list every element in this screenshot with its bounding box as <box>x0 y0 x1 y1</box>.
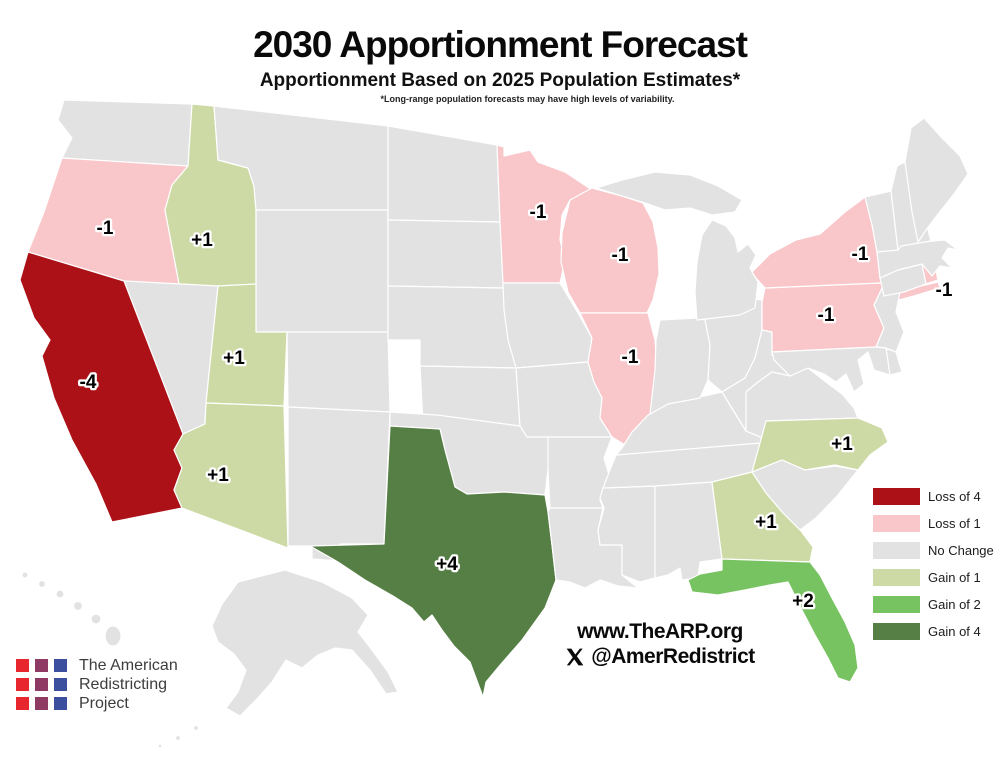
logo-text-line-2: Redistricting <box>79 676 168 693</box>
legend-swatch-loss1 <box>873 515 920 532</box>
state-change-label-id: +1 <box>191 230 213 251</box>
state-alaska <box>211 569 399 717</box>
state-arizona <box>173 402 289 549</box>
state-change-label-ga: +1 <box>755 512 777 533</box>
logo-square-r2-c3 <box>54 678 67 691</box>
page-subtitle: Apportionment Based on 2025 Population E… <box>259 70 741 91</box>
state-change-label-or: -1 <box>97 218 114 239</box>
logo-square-r3-c2 <box>35 697 48 710</box>
state-florida <box>687 558 859 683</box>
state-michigan-upper-peninsula <box>595 171 743 216</box>
states-layer <box>19 99 969 749</box>
legend-label-gain2: Gain of 2 <box>928 597 981 612</box>
legend-item-loss1: Loss of 1 <box>873 515 994 532</box>
state-wyoming <box>255 209 389 333</box>
social-handle: @AmerRedistrict <box>591 645 755 668</box>
state-change-label-nc: +1 <box>831 434 853 455</box>
website-url: www.TheARP.org <box>577 620 743 643</box>
x-twitter-icon <box>565 647 585 667</box>
state-vermont <box>864 190 899 253</box>
legend-label-loss4: Loss of 4 <box>928 489 981 504</box>
state-michigan <box>694 219 759 321</box>
logo-square-r2-c2 <box>35 678 48 691</box>
state-change-label-az: +1 <box>207 465 229 486</box>
page-title: 2030 Apportionment Forecast <box>253 24 748 65</box>
state-north-dakota <box>387 125 501 223</box>
disclaimer-note: *Long-range population forecasts may hav… <box>380 94 675 104</box>
logo-square-r1-c2 <box>35 659 48 672</box>
state-change-label-ut: +1 <box>223 348 245 369</box>
logo-text-line-3: Project <box>79 695 129 712</box>
legend-label-gain1: Gain of 1 <box>928 570 981 585</box>
map-legend: Loss of 4 Loss of 1 No Change Gain of 1 Gain… <box>873 488 994 650</box>
header: 2030 Apportionment Forecast Apportionmen… <box>0 0 1000 104</box>
legend-item-gain1: Gain of 1 <box>873 569 994 586</box>
legend-swatch-gain2 <box>873 596 920 613</box>
footer-links: www.TheARP.org @AmerRedistrict <box>520 620 800 669</box>
arp-logo-text: The American Redistricting Project <box>79 656 178 713</box>
state-new-mexico <box>287 406 391 562</box>
state-change-label-ca: -4 <box>80 372 97 393</box>
logo-square-r1-c1 <box>16 659 29 672</box>
state-change-label-tx: +4 <box>436 554 458 575</box>
state-kentucky <box>615 391 773 456</box>
legend-item-none: No Change <box>873 542 994 559</box>
legend-item-loss4: Loss of 4 <box>873 488 994 505</box>
logo-text-line-1: The American <box>79 657 178 674</box>
state-change-label-ny: -1 <box>852 244 869 265</box>
state-hawaii <box>21 571 122 647</box>
logo-square-r3-c3 <box>54 697 67 710</box>
state-colorado <box>286 331 391 413</box>
aleutian-islands <box>157 724 200 749</box>
legend-item-gain4: Gain of 4 <box>873 623 994 640</box>
legend-label-none: No Change <box>928 543 994 558</box>
state-maryland <box>771 346 891 393</box>
legend-swatch-gain1 <box>873 569 920 586</box>
logo-square-r1-c3 <box>54 659 67 672</box>
state-wisconsin <box>560 187 660 314</box>
arp-logo: The American Redistricting Project <box>16 656 178 713</box>
state-new-york <box>751 196 885 289</box>
arp-logo-squares <box>16 659 67 710</box>
state-alabama <box>654 481 723 581</box>
legend-label-gain4: Gain of 4 <box>928 624 981 639</box>
logo-square-r3-c1 <box>16 697 29 710</box>
state-change-label-ri: -1 <box>936 280 953 301</box>
state-nebraska <box>387 285 517 369</box>
state-south-dakota <box>387 219 506 289</box>
state-washington <box>57 99 193 167</box>
state-change-label-pa: -1 <box>818 305 835 326</box>
social-handle-row: @AmerRedistrict <box>520 645 800 669</box>
state-change-label-fl: +2 <box>792 591 814 612</box>
state-change-label-il: -1 <box>622 347 639 368</box>
state-change-label-wi: -1 <box>612 245 629 266</box>
legend-swatch-none <box>873 542 920 559</box>
legend-swatch-gain4 <box>873 623 920 640</box>
state-maine <box>904 117 969 243</box>
logo-square-r2-c1 <box>16 678 29 691</box>
state-texas <box>309 425 557 698</box>
state-arkansas <box>547 436 613 509</box>
legend-item-gain2: Gain of 2 <box>873 596 994 613</box>
legend-swatch-loss4 <box>873 488 920 505</box>
state-change-labels: -1 +1 -4 +1 +1 +4 -1 -1 -1 -1 -1 -1 +1 +1 +2 <box>77 200 955 615</box>
state-change-label-mn: -1 <box>530 202 547 223</box>
legend-label-loss1: Loss of 1 <box>928 516 981 531</box>
